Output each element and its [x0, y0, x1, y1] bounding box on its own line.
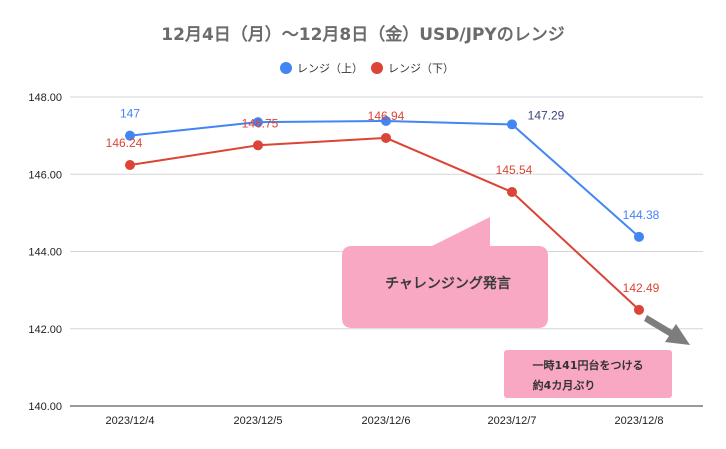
- data-label: 147.29: [528, 108, 565, 122]
- y-tick-label: 142.00: [28, 324, 62, 336]
- data-label: 146.75: [242, 116, 279, 130]
- data-label: 142.49: [623, 281, 660, 295]
- x-tick-label: 2023/12/8: [615, 415, 664, 427]
- x-tick-label: 2023/12/5: [234, 415, 283, 427]
- note-line-1: 一時141円台をつける: [533, 358, 644, 372]
- callout-bubble: [342, 217, 548, 328]
- down-arrow-icon: [644, 315, 690, 345]
- legend: レンジ（上） レンジ（下）: [280, 62, 454, 75]
- note-box: 一時141円台をつける 約4カ月ぶり: [504, 350, 672, 398]
- legend-label-upper: レンジ（上）: [297, 62, 363, 75]
- legend-marker-upper: [280, 62, 292, 74]
- x-axis-ticks: 2023/12/4 2023/12/5 2023/12/6 2023/12/7 2023…: [106, 415, 664, 427]
- note-box-bg: [504, 350, 672, 398]
- y-tick-label: 144.00: [28, 247, 62, 259]
- y-axis-ticks: 148.00 146.00 144.00 142.00 140.00: [28, 92, 62, 413]
- y-tick-label: 140.00: [28, 401, 62, 413]
- callout-text: チャレンジング発言: [385, 275, 511, 292]
- chart-title: 12月4日（月）〜12月8日（金）USD/JPYのレンジ: [161, 24, 564, 45]
- data-point: [125, 159, 135, 170]
- data-label: 147: [120, 107, 140, 121]
- data-point: [507, 119, 517, 130]
- data-point: [381, 132, 391, 143]
- data-point: [253, 117, 263, 128]
- note-line-2: 約4カ月ぶり: [533, 378, 596, 392]
- legend-label-lower: レンジ（下）: [388, 62, 454, 75]
- data-point: [253, 140, 263, 151]
- y-tick-label: 148.00: [28, 92, 62, 104]
- data-point: [381, 115, 391, 126]
- data-label: 146.94: [368, 109, 405, 123]
- x-tick-label: 2023/12/7: [488, 415, 537, 427]
- data-label: 144.38: [623, 208, 660, 222]
- data-label: 146.24: [106, 136, 143, 150]
- data-point: [125, 130, 135, 141]
- data-point: [634, 304, 644, 315]
- data-point: [507, 187, 517, 198]
- y-tick-label: 146.00: [28, 169, 62, 181]
- legend-marker-lower: [371, 62, 383, 74]
- data-point: [634, 231, 644, 242]
- data-label: 145.54: [496, 163, 533, 177]
- series-layer: 147 147.29 144.38 146.24 146.75 146.94 145.54 1…: [106, 107, 660, 315]
- x-tick-label: 2023/12/6: [362, 415, 411, 427]
- callout: チャレンジング発言: [342, 217, 548, 328]
- x-tick-label: 2023/12/4: [106, 415, 155, 427]
